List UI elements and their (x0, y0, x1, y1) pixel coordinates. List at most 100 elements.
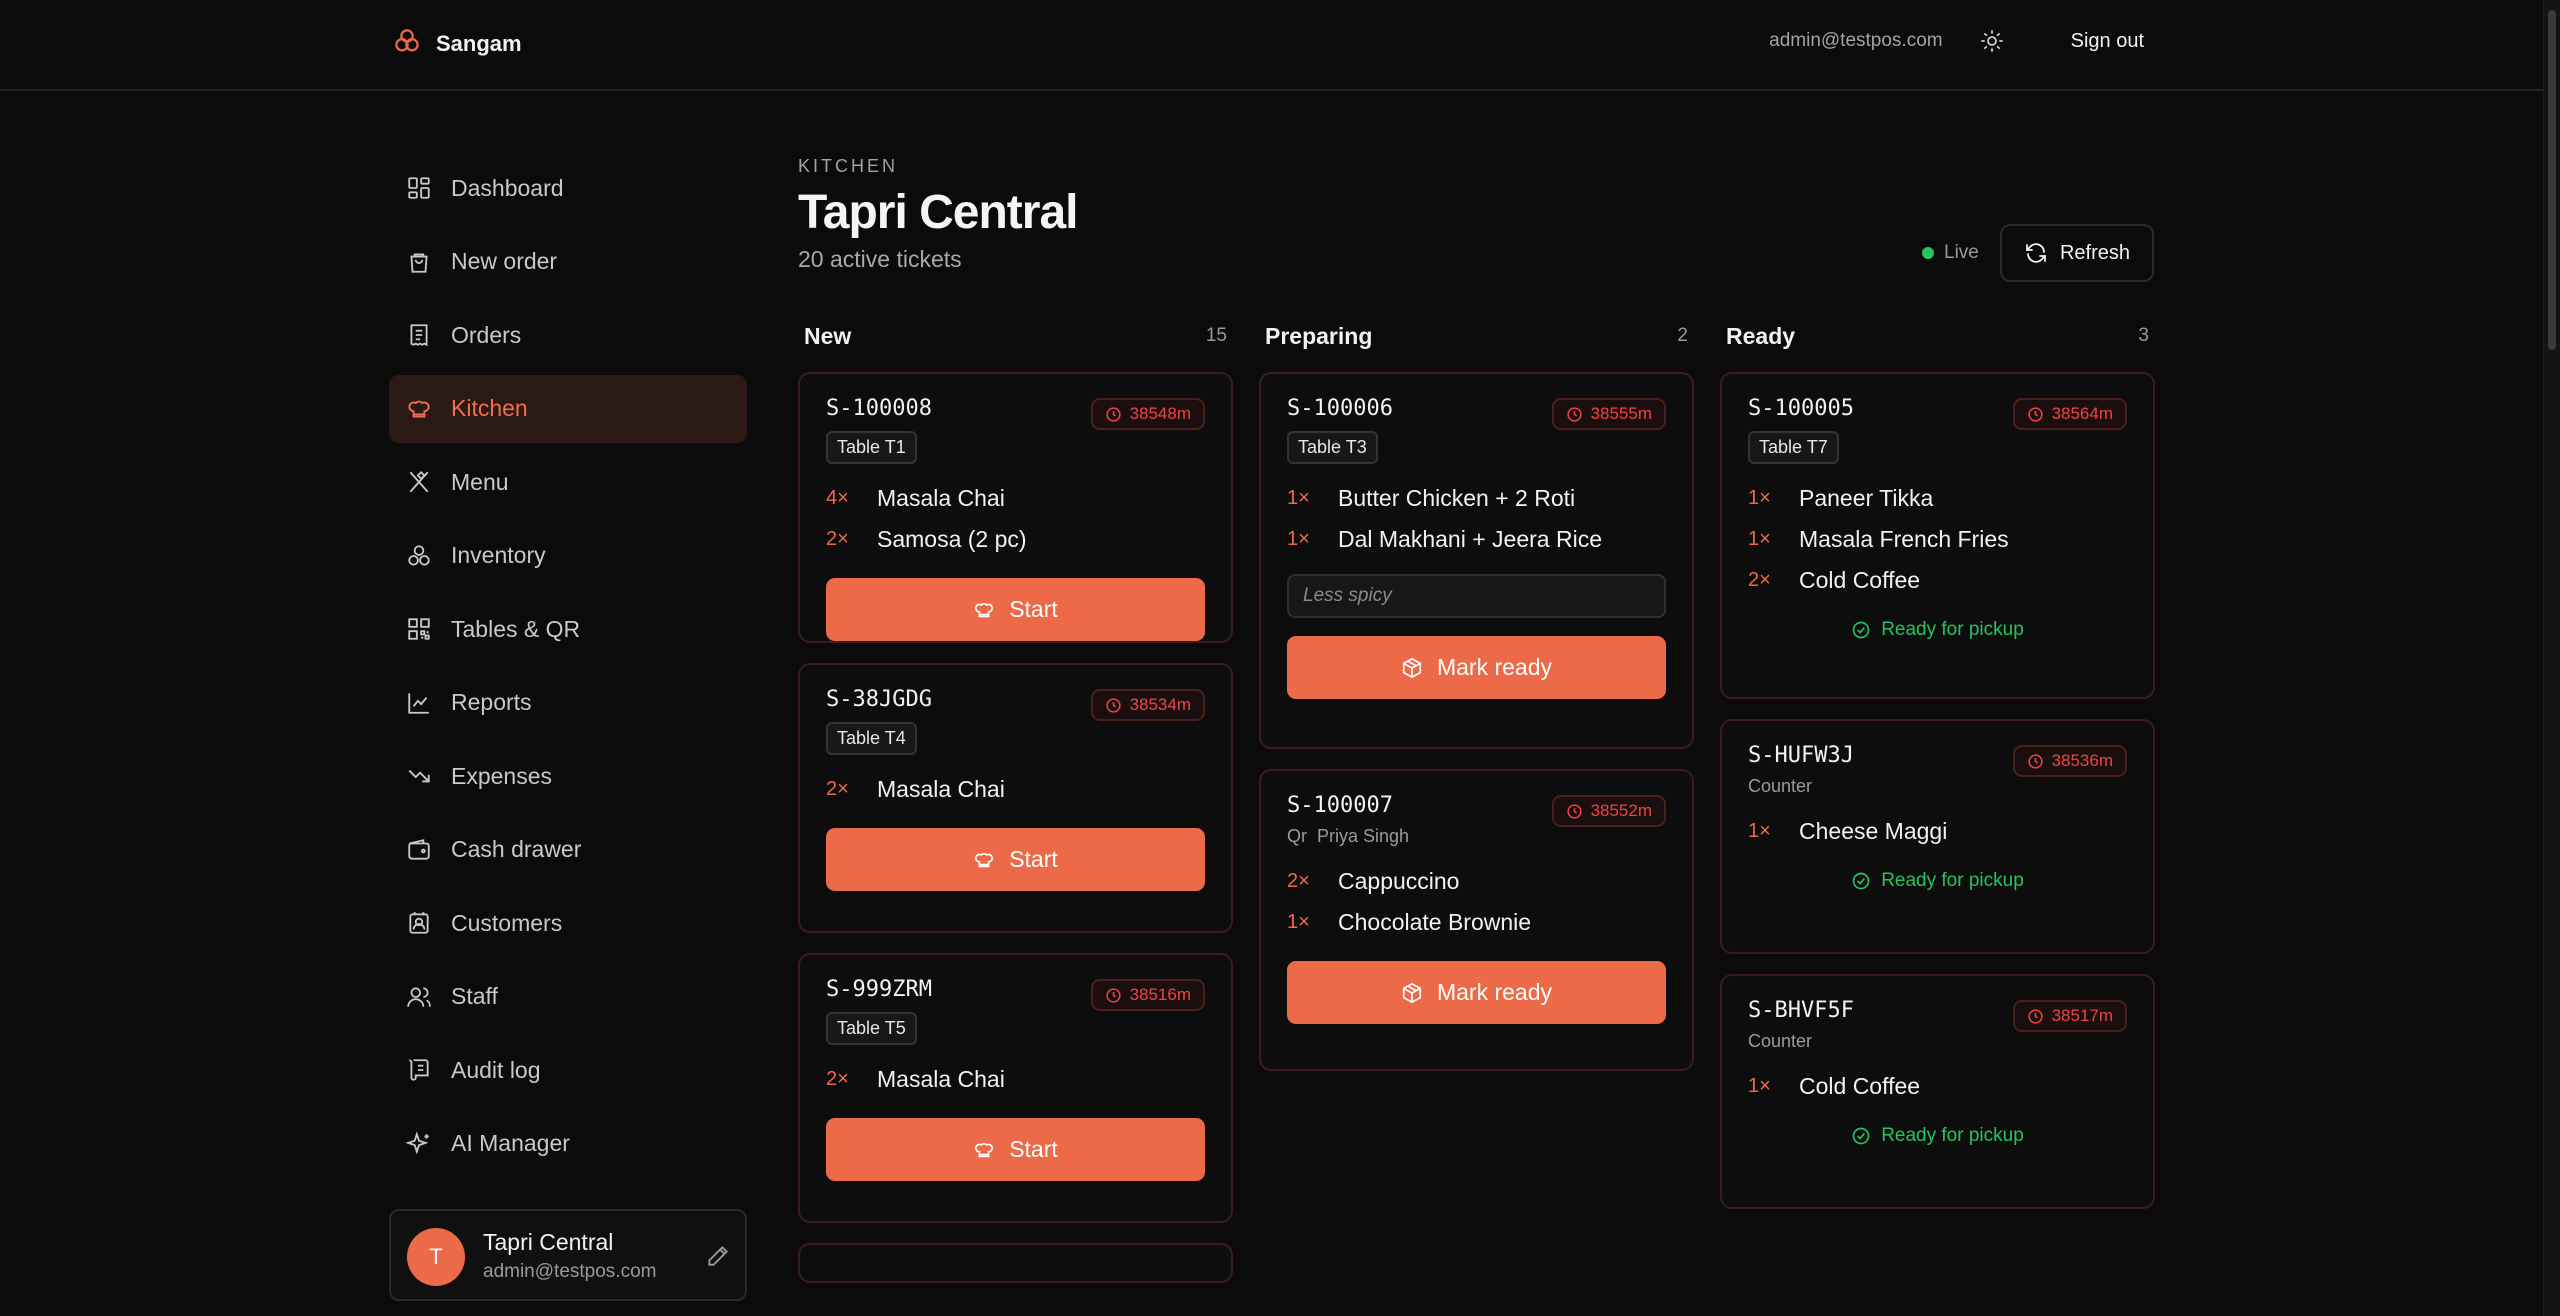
sidebar-item-expenses[interactable]: Expenses (389, 742, 747, 810)
ticket-card[interactable]: S-38JGDG 38534m Table T4 2× Masala Chai S… (798, 663, 1233, 933)
top-bar: Sangam admin@testpos.com Sign out (0, 0, 2544, 91)
ticket-card[interactable]: S-100007 38552m Qr Priya Singh 2× Cappucc… (1259, 769, 1694, 1071)
mark-ready-button[interactable]: Mark ready (1287, 961, 1666, 1024)
refresh-label: Refresh (2059, 241, 2131, 264)
refresh-button[interactable]: Refresh (2000, 224, 2154, 282)
mark-ready-button[interactable]: Mark ready (1287, 636, 1666, 699)
clock-icon (1566, 406, 1582, 422)
wallet-icon (408, 838, 430, 860)
sidebar-item-new-order[interactable]: New order (389, 228, 747, 296)
ticket-id: S-100007 (1287, 793, 1393, 818)
chef-hat-icon (975, 852, 994, 867)
sidebar-item-menu[interactable]: Menu (389, 448, 747, 516)
column-count: 15 (1205, 325, 1227, 346)
ticket-source: Qr Priya Singh (1287, 826, 1666, 847)
column-title: New (804, 322, 852, 349)
item-qty: 1× (1287, 487, 1310, 509)
ready-status: Ready for pickup (1748, 870, 2127, 892)
table-tag: Table T3 (1287, 431, 1378, 464)
sidebar-item-reports[interactable]: Reports (389, 669, 747, 737)
action-label: Mark ready (1436, 654, 1553, 680)
sidebar-item-label: Orders (451, 321, 522, 348)
dashboard-icon (408, 177, 430, 199)
sidebar-item-audit-log[interactable]: Audit log (389, 1036, 747, 1104)
column-title: Ready (1726, 322, 1796, 349)
brand-name: Sangam (436, 30, 522, 56)
order-item: 1× Chocolate Brownie (1287, 902, 1666, 943)
live-label: Live (1944, 242, 1979, 263)
ticket-card[interactable] (798, 1243, 1233, 1283)
clock-icon (1105, 987, 1121, 1003)
column-ready: Ready 3 S-100005 38564m Table T7 1× Panee… (1720, 322, 2155, 1229)
brand[interactable]: Sangam (392, 26, 522, 61)
timer-value: 38555m (1590, 404, 1652, 423)
theme-toggle-button[interactable] (1977, 26, 2007, 56)
sidebar-item-kitchen[interactable]: Kitchen (389, 374, 747, 443)
sidebar-item-label: Audit log (451, 1056, 541, 1083)
item-name: Samosa (2 pc) (877, 526, 1027, 552)
timer-value: 38548m (1129, 404, 1191, 423)
action-label: Mark ready (1436, 979, 1553, 1005)
scroll-icon (409, 1059, 429, 1081)
item-qty: 1× (1748, 528, 1771, 550)
ticket-id: S-100005 (1748, 396, 1854, 421)
check-circle-icon (1852, 872, 1870, 890)
start-button[interactable]: Start (826, 828, 1205, 891)
sun-icon (1980, 30, 2003, 52)
timer-badge: 38534m (1090, 689, 1205, 721)
order-item: 4× Masala Chai (826, 478, 1205, 519)
column-count: 2 (1677, 325, 1688, 346)
table-tag: Table T4 (826, 722, 917, 755)
qr-code-icon (408, 618, 430, 640)
edit-profile-button[interactable] (705, 1243, 731, 1269)
sidebar-item-label: Dashboard (451, 174, 564, 201)
item-qty: 1× (1287, 528, 1310, 550)
clock-icon (2027, 1008, 2043, 1024)
sidebar-item-orders[interactable]: Orders (389, 301, 747, 369)
ready-status: Ready for pickup (1748, 1125, 2127, 1147)
sidebar-item-label: Cash drawer (451, 836, 582, 862)
sidebar-item-customers[interactable]: Customers (389, 889, 747, 957)
sign-out-button[interactable]: Sign out (2070, 29, 2144, 52)
ticket-id: S-HUFW3J (1748, 743, 1854, 768)
sidebar-item-cash-drawer[interactable]: Cash drawer (389, 816, 747, 884)
ticket-card[interactable]: S-BHVF5F 38517m Counter 1× Cold Coffee Re… (1720, 974, 2155, 1209)
order-item: 1× Paneer Tikka (1748, 478, 2127, 519)
sidebar-item-ai-manager[interactable]: AI Manager (389, 1110, 747, 1178)
pencil-icon (708, 1246, 728, 1266)
timer-value: 38517m (2051, 1006, 2113, 1025)
source-name: Priya Singh (1317, 826, 1410, 846)
sidebar-item-tables-qr[interactable]: Tables & QR (389, 595, 747, 663)
sidebar-item-dashboard[interactable]: Dashboard (389, 154, 747, 222)
timer-value: 38534m (1129, 695, 1191, 714)
ticket-card[interactable]: S-999ZRM 38516m Table T5 2× Masala Chai S… (798, 953, 1233, 1223)
scrollbar-thumb[interactable] (2548, 10, 2556, 350)
user-email: admin@testpos.com (483, 1261, 657, 1282)
sidebar: Dashboard New order Orders Kitchen Menu … (389, 154, 747, 1183)
receipt-icon (410, 324, 428, 347)
ticket-card[interactable]: S-100005 38564m Table T7 1× Paneer Tikka … (1720, 372, 2155, 699)
refresh-icon (2026, 243, 2046, 263)
ticket-note: Less spicy (1287, 574, 1666, 618)
start-button[interactable]: Start (826, 578, 1205, 641)
start-button[interactable]: Start (826, 1118, 1205, 1181)
ticket-card[interactable]: S-100006 38555m Table T3 1× Butter Chicke… (1259, 372, 1694, 749)
live-indicator: Live (1922, 242, 1979, 264)
sidebar-item-staff[interactable]: Staff (389, 963, 747, 1031)
column-new: New 15 S-100008 38548m Table T1 4× Masala… (798, 322, 1233, 1303)
ticket-card[interactable]: S-HUFW3J 38536m Counter 1× Cheese Maggi R… (1720, 719, 2155, 954)
order-item: 1× Butter Chicken + 2 Roti (1287, 478, 1666, 519)
ticket-card[interactable]: S-100008 38548m Table T1 4× Masala Chai 2… (798, 372, 1233, 643)
order-item: 2× Masala Chai (826, 769, 1205, 810)
timer-badge: 38517m (2012, 1000, 2127, 1032)
sidebar-item-inventory[interactable]: Inventory (389, 522, 747, 590)
item-name: Cappuccino (1338, 868, 1460, 894)
page-title: Tapri Central (798, 186, 1078, 239)
chef-hat-icon (408, 400, 430, 418)
sidebar-item-label: Kitchen (451, 395, 528, 421)
page-scrollbar[interactable] (2543, 0, 2560, 1316)
timer-badge: 38516m (1090, 979, 1205, 1011)
package-icon (1402, 982, 1422, 1003)
item-name: Masala French Fries (1799, 526, 2009, 552)
ready-label: Ready for pickup (1881, 870, 2024, 891)
